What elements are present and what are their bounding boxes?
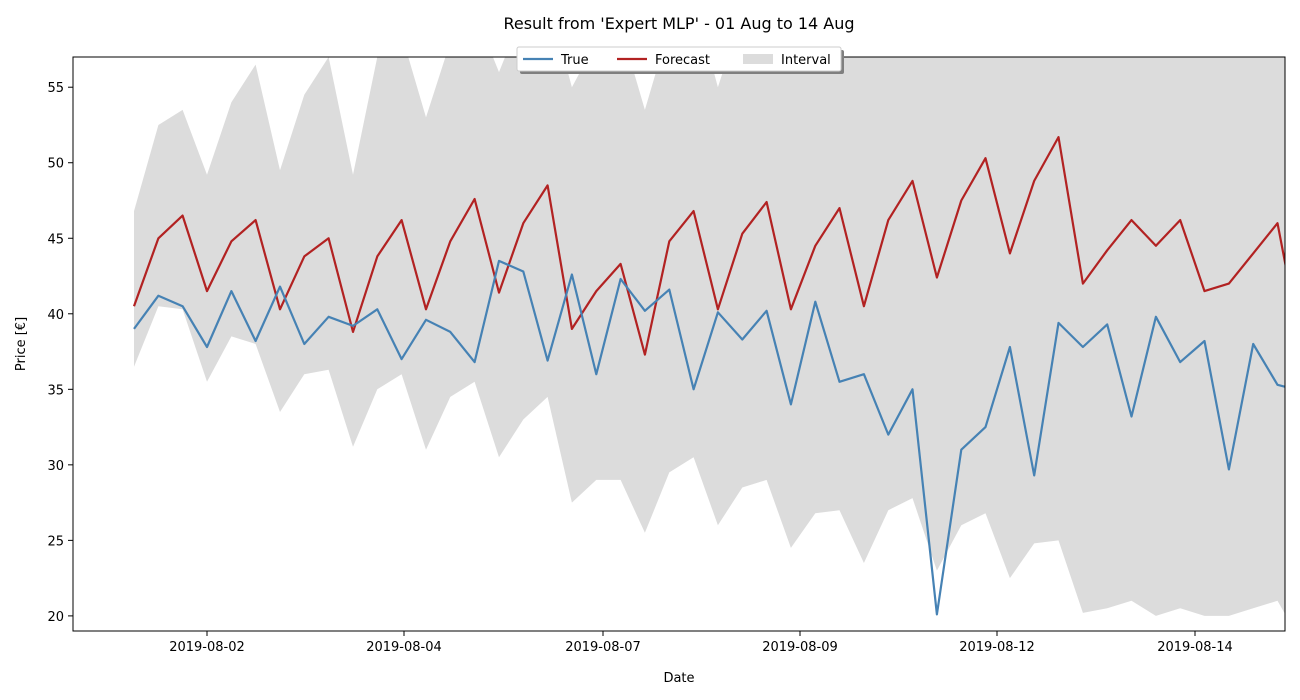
x-tick-label: 2019-08-09 (762, 640, 838, 655)
x-tick-label: 2019-08-12 (959, 640, 1035, 655)
legend-label-forecast: Forecast (655, 53, 710, 68)
true-line (133, 259, 1285, 616)
y-tick-label: 45 (47, 232, 64, 247)
plot-area: 20 25 30 35 40 45 50 55 2019-08-02 2019-08-04 2019… (47, 56, 1286, 655)
y-tick-label: 25 (47, 534, 64, 549)
y-tick-label: 40 (47, 308, 64, 323)
legend-box (516, 46, 842, 72)
forecast-line (132, 136, 1285, 356)
y-tick-label: 55 (47, 81, 64, 96)
interval-band (134, 57, 1285, 616)
legend: True Forecast Interval (516, 46, 844, 74)
y-tick-label: 30 (47, 459, 64, 474)
x-tick-label: 2019-08-02 (169, 640, 245, 655)
y-tick-label: 50 (47, 157, 64, 172)
chart-title: Result from 'Expert MLP' - 01 Aug to 14 … (503, 14, 854, 33)
legend-swatch-interval (743, 54, 773, 64)
legend-label-interval: Interval (781, 53, 831, 68)
plot-clip-group (132, 57, 1285, 616)
y-axis-title: Price [€] (14, 317, 29, 371)
x-axis-title: Date (663, 671, 694, 686)
x-tick-label: 2019-08-04 (366, 640, 442, 655)
y-tick-label: 20 (47, 610, 64, 625)
y-tick-label: 35 (47, 383, 64, 398)
legend-label-true: True (560, 53, 589, 68)
x-tick-label: 2019-08-14 (1157, 640, 1233, 655)
x-tick-label: 2019-08-07 (565, 640, 641, 655)
